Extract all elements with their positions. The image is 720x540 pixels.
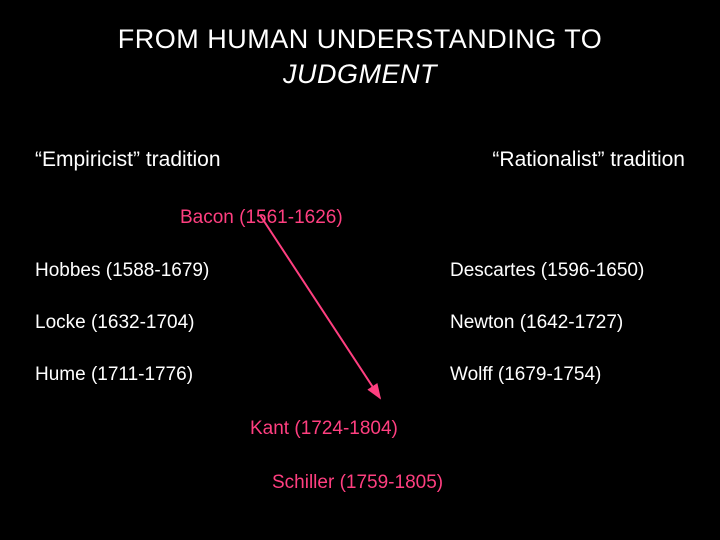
entry-hobbes: Hobbes (1588-1679) — [35, 260, 209, 282]
subheading-rationalist: “Rationalist” tradition — [492, 148, 685, 172]
slide-title: FROM HUMAN UNDERSTANDING TO JUDGMENT — [0, 22, 720, 92]
entry-wolff: Wolff (1679-1754) — [450, 364, 601, 386]
entry-schiller: Schiller (1759-1805) — [272, 472, 443, 494]
entry-hume: Hume (1711-1776) — [35, 364, 193, 386]
entry-bacon: Bacon (1561-1626) — [180, 207, 343, 229]
title-line-2: JUDGMENT — [283, 59, 437, 89]
title-line-1: FROM HUMAN UNDERSTANDING TO — [118, 24, 603, 54]
entry-kant: Kant (1724-1804) — [250, 418, 398, 440]
entry-newton: Newton (1642-1727) — [450, 312, 623, 334]
entry-descartes: Descartes (1596-1650) — [450, 260, 644, 282]
entry-locke: Locke (1632-1704) — [35, 312, 195, 334]
subheading-empiricist: “Empiricist” tradition — [35, 148, 221, 172]
